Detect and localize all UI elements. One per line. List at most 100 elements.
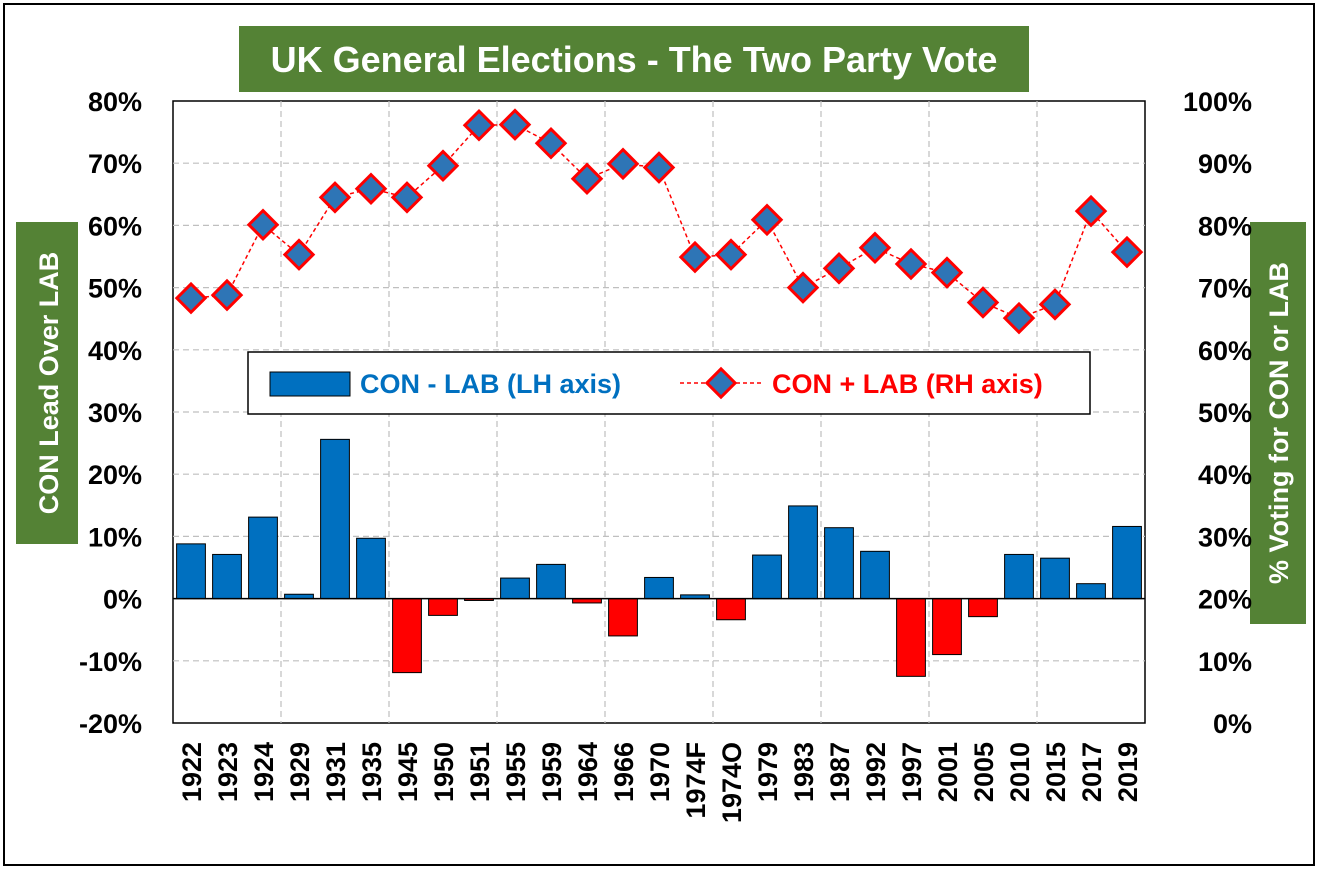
line-point: [462, 108, 496, 142]
left-tick-label: -20%: [79, 709, 142, 739]
x-tick-label: 2015: [1041, 742, 1071, 802]
left-tick-label: 50%: [88, 274, 142, 304]
left-tick-label: 60%: [88, 211, 142, 241]
legend: CON - LAB (LH axis) CON + LAB (RH axis): [247, 351, 1091, 415]
x-tick-label: 1951: [465, 742, 495, 802]
x-tick-label: 1979: [753, 742, 783, 802]
bar: [1076, 583, 1106, 600]
x-tick-label: 2010: [1005, 742, 1035, 802]
bar: [896, 598, 926, 677]
x-tick-label: 1924: [249, 742, 279, 802]
x-tick-label: 1955: [501, 742, 531, 802]
x-tick-label: 1922: [177, 742, 207, 802]
bar: [824, 527, 854, 600]
bar: [1040, 557, 1070, 600]
bar: [428, 598, 458, 616]
bar: [500, 577, 530, 600]
left-axis-label: CON Lead Over LAB: [34, 252, 64, 515]
bar: [968, 598, 998, 618]
line-point: [390, 181, 424, 214]
bar: [788, 505, 818, 600]
bar: [1004, 553, 1034, 600]
left-tick-label: 10%: [88, 522, 142, 552]
left-tick-label: -10%: [79, 647, 142, 677]
right-tick-label: 70%: [1198, 274, 1252, 304]
legend-line-label: CON + LAB (RH axis): [772, 369, 1043, 399]
x-tick-label: 2001: [933, 742, 963, 802]
x-axis-labels: 1922 1923 1924 1929 1931 1935 1945 1950 1951 1955…: [177, 742, 1143, 823]
line-series: [174, 108, 1144, 335]
line-point: [858, 231, 892, 265]
x-tick-label: 1992: [861, 742, 891, 802]
line-point: [210, 278, 244, 312]
x-tick-label: 1974F: [681, 742, 711, 819]
line-point: [678, 240, 712, 274]
right-tick-label: 0%: [1213, 709, 1252, 739]
line-point: [246, 208, 280, 242]
x-tick-label: 1997: [897, 742, 927, 802]
right-axis-ticks: 0% 10% 20% 30% 40% 50% 60% 70% 80% 90% 100%: [1183, 87, 1252, 739]
line-point: [354, 172, 388, 205]
right-tick-label: 10%: [1198, 647, 1252, 677]
line-point: [1110, 235, 1144, 269]
x-tick-label: 1929: [285, 742, 315, 802]
left-tick-label: 70%: [88, 149, 142, 179]
line-point: [822, 252, 856, 285]
left-axis-ticks: -20% -10% 0% 10% 20% 30% 40% 50% 60% 70% 80%: [79, 87, 142, 739]
bar: [176, 543, 206, 600]
x-tick-label: 1931: [321, 742, 351, 802]
x-tick-label: 1966: [609, 742, 639, 802]
x-tick-label: 1964: [573, 742, 603, 802]
left-tick-label: 0%: [103, 585, 142, 615]
chart-title-box: UK General Elections - The Two Party Vot…: [239, 26, 1029, 92]
x-tick-label: 2005: [969, 742, 999, 802]
bar: [608, 598, 638, 637]
line-point: [1074, 194, 1108, 228]
right-tick-label: 90%: [1198, 149, 1252, 179]
legend-bar-label: CON - LAB (LH axis): [360, 369, 621, 399]
bar: [860, 550, 890, 600]
x-tick-label: 2019: [1113, 742, 1143, 802]
right-tick-label: 40%: [1198, 460, 1252, 490]
line-point: [894, 247, 928, 281]
bar: [212, 553, 242, 600]
x-tick-label: 1923: [213, 742, 243, 802]
bar: [644, 576, 674, 600]
bar: [1112, 525, 1142, 600]
right-axis-label-box: % Voting for CON or LAB: [1250, 222, 1306, 624]
x-tick-label: 1974O: [717, 742, 747, 823]
line-point: [642, 151, 676, 184]
x-tick-label: 1935: [357, 742, 387, 802]
bar: [320, 438, 350, 600]
x-tick-label: 1987: [825, 742, 855, 802]
left-tick-label: 40%: [88, 336, 142, 366]
left-tick-label: 80%: [88, 87, 142, 117]
bar: [248, 516, 278, 600]
line-point: [318, 181, 352, 214]
bar: [932, 598, 962, 656]
left-axis-label-box: CON Lead Over LAB: [16, 222, 78, 544]
line-point: [426, 149, 460, 182]
legend-marker-icon: [704, 366, 738, 400]
line-point: [1038, 288, 1072, 321]
line-point: [570, 162, 604, 196]
bar-series: [176, 438, 1142, 677]
x-tick-label: 1983: [789, 742, 819, 802]
right-tick-label: 100%: [1183, 87, 1252, 117]
x-tick-label: 1970: [645, 742, 675, 802]
line-point: [966, 286, 1000, 319]
right-tick-label: 20%: [1198, 585, 1252, 615]
right-tick-label: 50%: [1198, 398, 1252, 428]
right-tick-label: 60%: [1198, 336, 1252, 366]
line-point: [1002, 301, 1036, 335]
line-point: [930, 256, 964, 289]
chart-title: UK General Elections - The Two Party Vot…: [271, 39, 998, 80]
line-point: [174, 281, 208, 315]
bar: [716, 598, 746, 621]
line-point: [714, 238, 748, 271]
bar: [392, 598, 422, 674]
bar: [752, 554, 782, 600]
x-tick-label: 1959: [537, 742, 567, 802]
line-point: [606, 147, 640, 181]
